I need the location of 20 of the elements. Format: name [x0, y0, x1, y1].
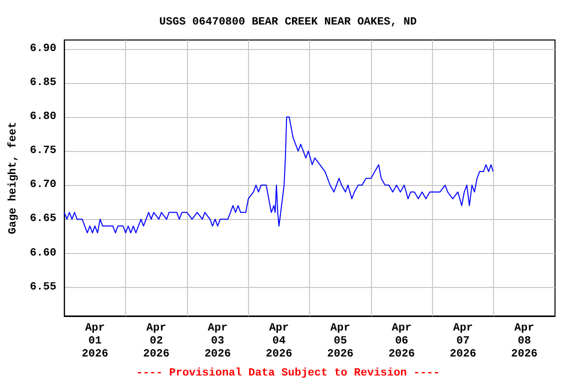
y-tick-label: 6.55	[30, 281, 57, 294]
y-tick-label: 6.70	[30, 179, 56, 192]
x-tick-label: Apr 04 2026	[266, 322, 292, 360]
x-tick-label: Apr 07 2026	[450, 322, 476, 360]
y-tick-label: 6.75	[30, 145, 57, 158]
line-series	[64, 116, 494, 234]
x-tick-label: Apr 08 2026	[511, 322, 538, 360]
x-tick-label: Apr 05 2026	[327, 322, 354, 360]
y-axis-title: Gage height, feet	[6, 122, 20, 234]
y-tick-label: 6.80	[30, 111, 56, 124]
y-tick-label: 6.85	[30, 76, 57, 89]
text: ---- Provisional Data Subject to Revision ----	[136, 368, 440, 380]
y-tick-label: 6.65	[30, 213, 57, 226]
x-tick-label: Apr 02 2026	[143, 322, 170, 360]
chart-title: USGS 06470800 BEAR CREEK NEAR OAKES, ND	[159, 16, 418, 28]
y-tick-label: 6.60	[30, 247, 56, 260]
x-tick-label: Apr 06 2026	[388, 322, 415, 360]
y-tick-label: 6.90	[30, 42, 56, 55]
x-tick-label: Apr 01 2026	[82, 322, 108, 360]
x-tick-label: Apr 03 2026	[204, 322, 231, 360]
